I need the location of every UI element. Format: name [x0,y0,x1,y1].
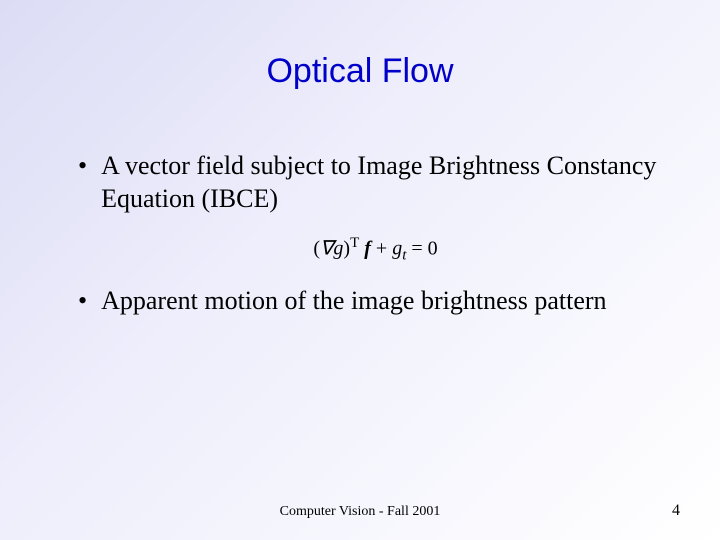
bullet-text: Apparent motion of the image brightness … [101,285,606,318]
equation: (∇g)T f + gt = 0 [78,235,673,265]
slide-title: Optical Flow [0,52,720,91]
bullet-marker-icon: • [78,150,87,183]
bullet-marker-icon: • [78,285,87,318]
eq-transpose: T [350,235,359,251]
page-number: 4 [672,502,680,520]
eq-plus: + [371,238,392,260]
eq-open-paren: ( [313,238,320,260]
eq-f: f [364,238,371,260]
bullet-list: • A vector field subject to Image Bright… [78,150,673,317]
eq-g2: g [392,238,402,260]
slide: Optical Flow • A vector field subject to… [0,0,720,540]
eq-equals-zero: = 0 [406,238,437,260]
eq-g: g [333,238,343,260]
bullet-item: • A vector field subject to Image Bright… [78,150,673,215]
bullet-text: A vector field subject to Image Brightne… [101,150,673,215]
bullet-item: • Apparent motion of the image brightnes… [78,285,673,318]
eq-nabla: ∇ [320,238,333,260]
footer-center-text: Computer Vision - Fall 2001 [0,504,720,520]
